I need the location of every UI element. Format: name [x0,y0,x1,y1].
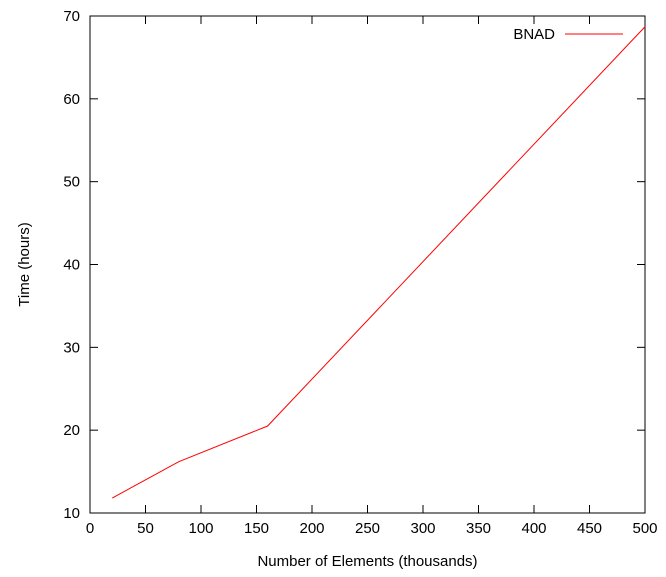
x-tick-label: 200 [299,520,324,537]
series-line-bnad [111,26,646,499]
y-tick-label: 40 [63,257,80,274]
x-tick-label: 150 [244,520,269,537]
x-tick-label: 300 [410,520,435,537]
x-tick-label: 400 [521,520,546,537]
plot-border [89,15,646,514]
series-layer [111,26,646,499]
x-tick-label: 450 [577,520,602,537]
x-tick-label: 350 [466,520,491,537]
y-axis: 10 20 30 40 50 60 70 [63,8,645,522]
y-tick-label: 60 [63,91,80,108]
legend: BNAD [513,26,623,43]
y-axis-title: Time (hours) [16,222,33,306]
y-tick-label: 10 [63,505,80,522]
y-tick-label: 20 [63,422,80,439]
x-tick-label: 500 [632,520,657,537]
x-tick-label: 50 [137,520,154,537]
x-tick-label: 100 [188,520,213,537]
x-axis: 0 50 100 150 200 250 300 350 400 450 500 [86,16,658,537]
legend-label-bnad: BNAD [513,26,555,43]
x-tick-label: 0 [86,520,94,537]
y-tick-label: 50 [63,174,80,191]
x-tick-label: 250 [355,520,380,537]
x-axis-title: Number of Elements (thousands) [257,553,477,570]
y-tick-label: 30 [63,339,80,356]
y-tick-label: 70 [63,8,80,25]
plot-area [89,15,646,514]
